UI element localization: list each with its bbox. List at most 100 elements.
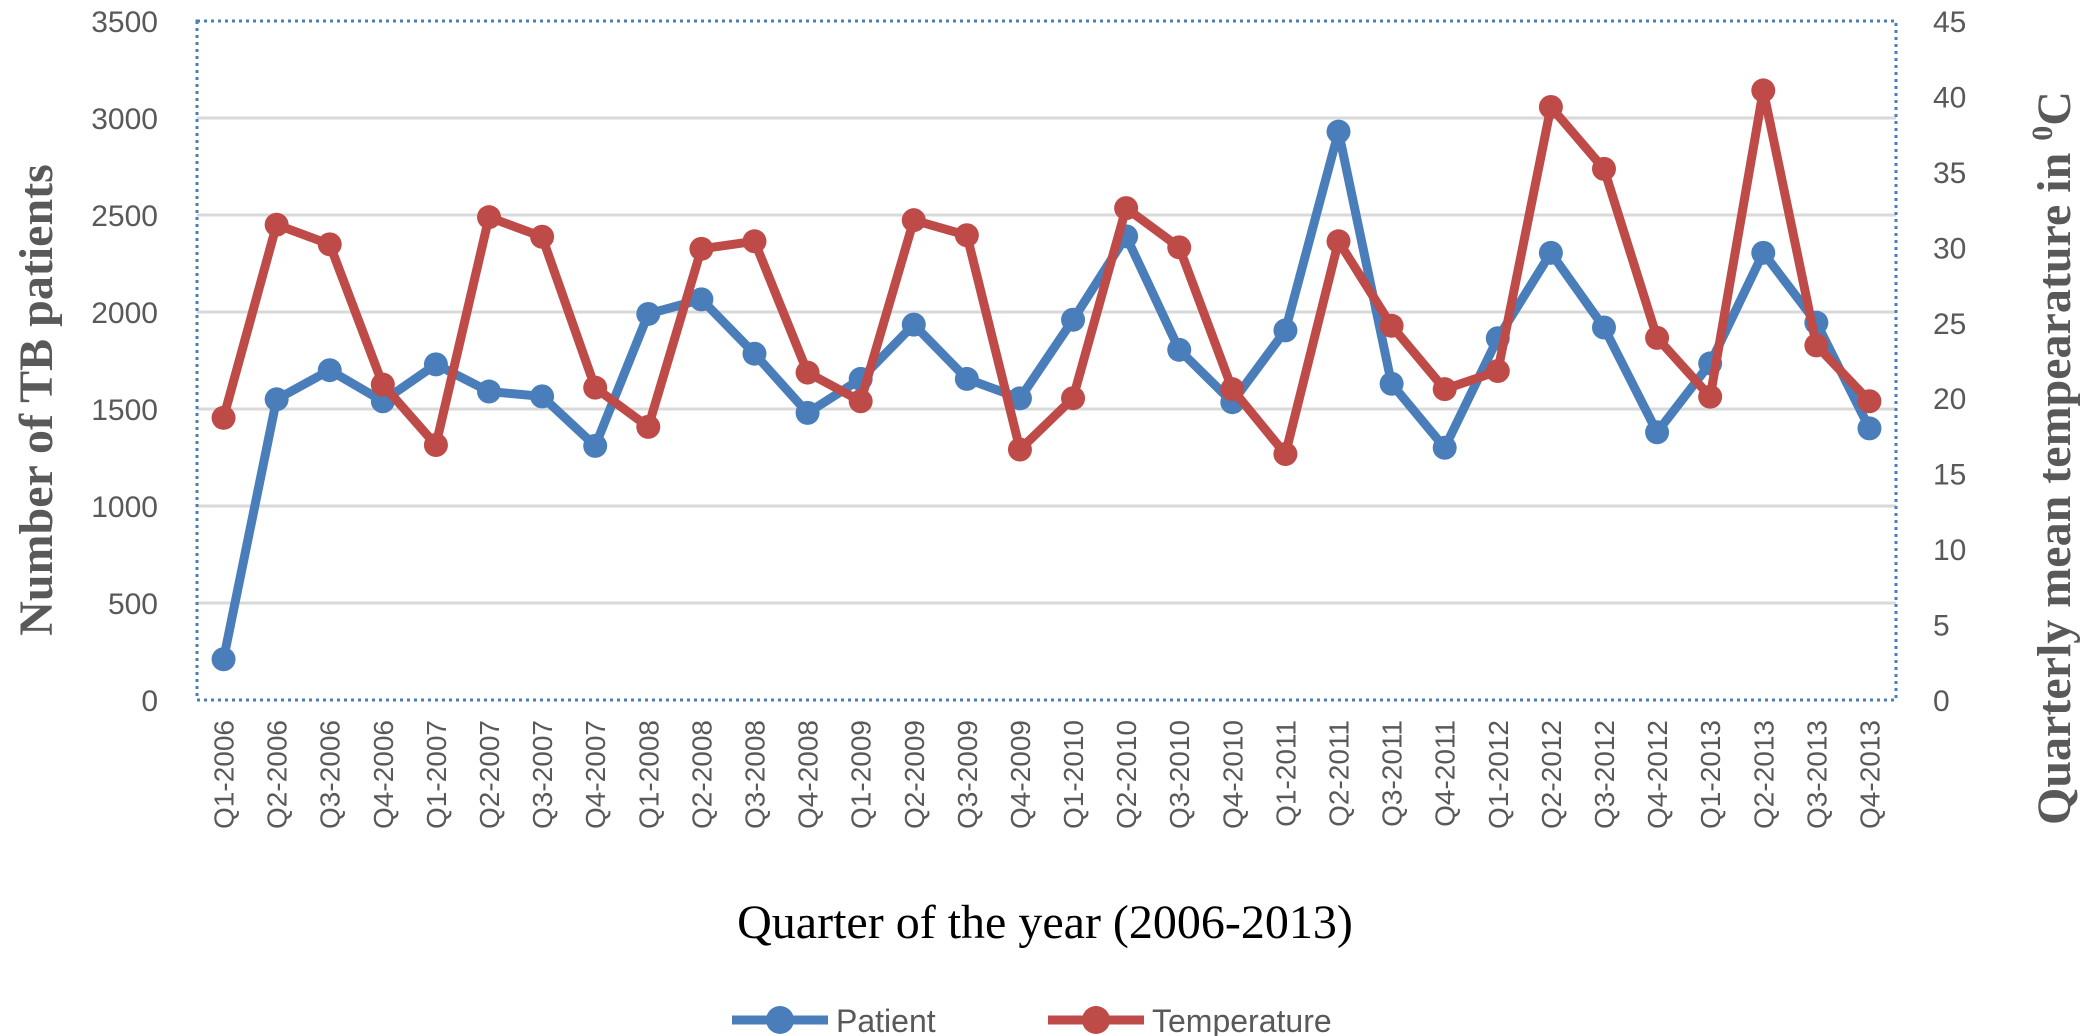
data-point-temperature [530, 224, 555, 249]
data-point-patient [317, 358, 342, 383]
x-tick-label: Q4-2013 [1854, 720, 1885, 829]
data-point-patient [1538, 240, 1563, 265]
right-axis-ticks: 0 5 10 15 20 25 30 35 40 45 [1933, 6, 1966, 718]
x-tick-label: Q4-2011 [1430, 720, 1461, 827]
y2-tick-label: 45 [1933, 6, 1966, 39]
data-point-temperature [583, 375, 608, 400]
x-tick-label: Q3-2008 [739, 720, 770, 829]
x-tick-label: Q3-2007 [527, 720, 558, 829]
y-tick-label: 2500 [91, 200, 158, 233]
y2-tick-label: 25 [1933, 308, 1966, 341]
data-point-patient [1273, 318, 1298, 343]
x-tick-label: Q1-2010 [1058, 720, 1089, 829]
y2-tick-label: 0 [1933, 685, 1950, 718]
data-point-temperature [1751, 78, 1776, 103]
x-axis-title: Quarter of the year (2006-2013) [737, 896, 1353, 949]
y2-tick-label: 30 [1933, 232, 1966, 265]
data-point-patient [1379, 371, 1404, 396]
x-tick-label: Q4-2007 [580, 720, 611, 829]
x-tick-label: Q3-2006 [315, 720, 346, 829]
x-tick-label: Q1-2006 [209, 720, 240, 829]
y2-axis-title: Quarterly mean tempearature in 0C [2026, 91, 2080, 825]
y-tick-label: 2000 [91, 297, 158, 330]
plot-area-border [195, 19, 1898, 702]
data-point-patient [211, 647, 236, 672]
y2-axis-title-unit: C [2028, 91, 2080, 126]
data-point-temperature [848, 389, 873, 414]
x-tick-label: Q2-2009 [899, 720, 930, 829]
data-point-temperature [211, 405, 236, 430]
data-point-patient [795, 400, 820, 425]
y2-tick-label: 20 [1933, 383, 1966, 416]
series-temperature [211, 78, 1882, 467]
series-line-patient [219, 127, 1874, 661]
x-tick-label: Q3-2013 [1801, 720, 1832, 829]
y-tick-label: 3500 [91, 6, 158, 39]
data-point-temperature [954, 223, 979, 248]
data-point-temperature [1007, 437, 1032, 462]
y2-tick-label: 40 [1933, 81, 1966, 114]
data-point-patient [1061, 307, 1086, 332]
y-tick-label: 3000 [91, 103, 158, 136]
x-tick-label: Q4-2009 [1005, 720, 1036, 829]
legend-label: Patient [836, 1003, 936, 1036]
data-point-temperature [1591, 156, 1616, 181]
data-point-temperature [1645, 325, 1670, 350]
data-point-temperature [1167, 235, 1192, 260]
y-tick-label: 1500 [91, 394, 158, 427]
data-point-temperature [477, 205, 502, 230]
data-point-temperature [1379, 313, 1404, 338]
data-point-temperature [1432, 377, 1457, 402]
data-point-temperature [689, 236, 714, 261]
data-point-temperature [1273, 442, 1298, 467]
y2-tick-label: 15 [1933, 459, 1966, 492]
data-point-temperature [742, 229, 767, 254]
x-tick-label: Q4-2006 [368, 720, 399, 829]
data-point-patient [954, 366, 979, 391]
y2-axis-title-sup: 0 [2026, 126, 2059, 141]
x-tick-label: Q2-2006 [262, 720, 293, 829]
data-point-patient [530, 384, 555, 409]
data-point-patient [1007, 386, 1032, 411]
y-tick-label: 1000 [91, 491, 158, 524]
x-tick-label: Q2-2010 [1111, 720, 1142, 829]
data-point-temperature [901, 208, 926, 233]
data-point-temperature [370, 372, 395, 397]
legend-label: Temperature [1152, 1003, 1332, 1036]
x-tick-label: Q3-2012 [1589, 720, 1620, 829]
x-tick-label: Q3-2011 [1377, 720, 1408, 827]
legend-item-patient: Patient [732, 1003, 936, 1036]
data-point-patient [264, 387, 289, 412]
y-tick-label: 500 [108, 588, 158, 621]
y-tick-label: 0 [141, 685, 158, 718]
data-point-patient [1326, 119, 1351, 144]
data-point-patient [1645, 420, 1670, 445]
data-point-patient [1432, 435, 1457, 460]
data-point-patient [423, 352, 448, 377]
legend: Patient Temperature [732, 1003, 1332, 1036]
legend-swatch-marker [1082, 1006, 1110, 1034]
x-axis-ticks: Q1-2006 Q2-2006 Q3-2006 Q4-2006 Q1-2007 Q2-20… [209, 720, 1886, 829]
data-point-temperature [317, 232, 342, 257]
x-tick-label: Q3-2010 [1164, 720, 1195, 829]
data-point-temperature [1857, 389, 1882, 414]
data-point-temperature [795, 360, 820, 385]
data-point-temperature [1061, 386, 1086, 411]
x-tick-label: Q2-2008 [686, 720, 717, 829]
data-point-patient [901, 312, 926, 337]
x-tick-label: Q3-2009 [952, 720, 983, 829]
x-tick-label: Q2-2012 [1536, 720, 1567, 829]
x-tick-label: Q2-2013 [1748, 720, 1779, 829]
x-tick-label: Q1-2008 [633, 720, 664, 829]
series-patient [211, 119, 1882, 672]
legend-swatch-marker [766, 1006, 794, 1034]
data-point-temperature [1114, 196, 1139, 221]
left-axis-ticks: 0 500 1000 1500 2000 2500 3000 3500 [91, 6, 158, 718]
x-tick-label: Q2-2011 [1324, 720, 1355, 827]
data-point-patient [689, 287, 714, 312]
data-point-temperature [1326, 229, 1351, 254]
x-tick-label: Q4-2008 [793, 720, 824, 829]
y2-axis-title-main: Quarterly mean tempearature in [2028, 141, 2080, 825]
data-point-temperature [636, 414, 661, 439]
